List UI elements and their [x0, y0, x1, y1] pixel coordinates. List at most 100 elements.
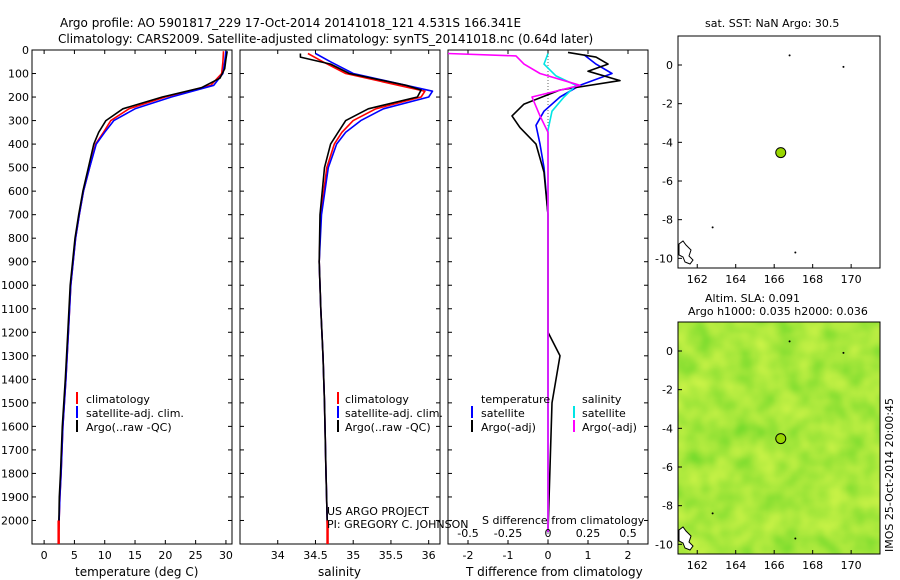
salinity-axes-frame: [239, 49, 441, 545]
series-climatology: [57, 51, 225, 533]
s-difference-tick-label: 0.25: [576, 527, 601, 540]
map-y-tick-label: -10: [655, 252, 673, 265]
map-y-tick-label: -6: [662, 461, 673, 474]
x-tick-label: 1: [585, 549, 592, 562]
map-dot: [794, 537, 797, 540]
sst-map-axes: 162 164 166 168 170 0 -2 -4 -6 -8 -10: [655, 59, 862, 286]
sla-map-title-line2: Argo h1000: 0.035 h2000: 0.036: [688, 305, 868, 318]
sst-map-panel: sat. SST: NaN Argo: 30.5 162 164 166 168 170…: [655, 17, 881, 286]
s-difference-tick-label: 0.5: [619, 527, 637, 540]
series-argo-raw-qc-: [57, 51, 228, 533]
map-y-tick-label: -4: [662, 422, 673, 435]
map-dot: [788, 340, 791, 343]
x-tick-label: 0: [545, 549, 552, 562]
salinity-xlabel: salinity: [318, 565, 361, 579]
map-dot: [842, 65, 845, 68]
temperature-axes-frame: [31, 49, 233, 545]
project-label: US ARGO PROJECT: [327, 505, 429, 518]
depth-tick-label: 0: [22, 44, 29, 57]
temperature-xlabel: temperature (deg C): [75, 565, 198, 579]
coastline-icon: [678, 526, 694, 551]
depth-tick-label: 1300: [1, 350, 29, 363]
header-line2: Climatology: CARS2009. Satellite-adjuste…: [58, 32, 593, 46]
sla-map-frame: [677, 321, 881, 555]
map-x-tick-label: 164: [725, 559, 746, 572]
map-y-tick-label: 0: [666, 345, 673, 358]
legend-s-argo: Argo(-adj): [582, 421, 637, 434]
depth-tick-label: 1800: [1, 467, 29, 480]
x-tick-label: -2: [463, 549, 474, 562]
map-x-tick-label: 164: [725, 273, 746, 286]
x-tick-label: 20: [158, 549, 172, 562]
difference-series: [447, 51, 621, 533]
map-x-tick-label: 166: [764, 559, 785, 572]
map-y-tick-label: 0: [666, 59, 673, 72]
temperature-series: [57, 51, 228, 544]
salinity-legend: climatology satellite-adj. clim. Argo(..…: [337, 392, 443, 434]
depth-axis: 0 100 200 300 400 500 600 700 800 900 1000 1100 1200…: [1, 44, 648, 527]
sla-map-axes: 162 164 166 168 170 0 -2 -4 -6 -8 -10: [655, 345, 862, 572]
map-x-tick-label: 162: [687, 559, 708, 572]
salinity-panel: 34 34.5 35 35.5 36 salinity climatology sate…: [239, 49, 468, 579]
depth-tick-label: 100: [8, 68, 29, 81]
salinity-series: [299, 52, 434, 544]
sst-map-title: sat. SST: NaN Argo: 30.5: [705, 17, 839, 30]
map-y-tick-label: -6: [662, 175, 673, 188]
s-difference-tick-label: -0.5: [457, 527, 478, 540]
x-tick-label: 35.5: [379, 549, 404, 562]
legend-temperature-title: temperature: [481, 393, 550, 406]
temperature-panel: 0100200300400500600700800900100011001200…: [1, 44, 648, 579]
map-y-tick-label: -8: [662, 214, 673, 227]
map-dot: [842, 351, 845, 354]
depth-tick-label: 900: [8, 256, 29, 269]
sla-map-panel: Altim. SLA: 0.091 Argo h1000: 0.035 h200…: [655, 292, 881, 572]
map-dot: [711, 226, 714, 229]
map-dot: [788, 54, 791, 57]
depth-tick-label: 1400: [1, 373, 29, 386]
map-x-tick-label: 166: [764, 273, 785, 286]
temperature-x-axis: 0 5 10 15 20 25 30: [41, 50, 233, 562]
header-line1: Argo profile: AO 5901817_229 17-Oct-2014…: [60, 16, 521, 30]
pi-label: PI: GREGORY C. JOHNSON: [327, 518, 468, 531]
map-x-tick-label: 170: [841, 559, 862, 572]
depth-tick-label: 2000: [1, 514, 29, 527]
legend-climatology: climatology: [345, 393, 409, 406]
legend-argo: Argo(..raw -QC): [345, 421, 431, 434]
depth-tick-label: 1100: [1, 303, 29, 316]
legend-satellite: satellite-adj. clim.: [86, 407, 184, 420]
series-satellite-adj-clim-: [57, 51, 227, 533]
sla-map-title-line1: Altim. SLA: 0.091: [705, 292, 800, 305]
legend-climatology: climatology: [86, 393, 150, 406]
profile-location-marker: [775, 147, 787, 159]
map-dot: [711, 512, 714, 515]
sst-coastline: [678, 240, 694, 265]
difference-panel: -2 -1 0 1 2 S difference from climatology -0…: [447, 49, 649, 579]
depth-tick-label: 200: [8, 91, 29, 104]
depth-tick-label: 800: [8, 232, 29, 245]
s-difference-tick-label: -0.25: [494, 527, 522, 540]
x-tick-label: 25: [189, 549, 203, 562]
x-tick-label: 36: [422, 549, 436, 562]
legend-t-satellite: satellite: [481, 407, 525, 420]
map-x-tick-label: 168: [802, 273, 823, 286]
depth-tick-label: 500: [8, 162, 29, 175]
legend-satellite: satellite-adj. clim.: [345, 407, 443, 420]
sst-map-dots: [711, 54, 845, 254]
x-tick-label: 35: [346, 549, 360, 562]
salinity-x-axis: 34 34.5 35 35.5 36: [271, 50, 436, 562]
x-tick-label: 10: [98, 549, 112, 562]
s-difference-label: S difference from climatology: [482, 514, 645, 527]
legend-argo: Argo(..raw -QC): [86, 421, 172, 434]
depth-tick-label: 1200: [1, 326, 29, 339]
map-y-tick-label: -2: [662, 384, 673, 397]
series-salinity-argo-adj-: [447, 52, 581, 533]
s-difference-ticks: -0.5 -0.25 0 0.25 0.5: [457, 527, 636, 540]
legend-salinity-title: salinity: [582, 393, 622, 406]
temperature-legend: climatology satellite-adj. clim. Argo(..…: [76, 392, 184, 434]
legend-t-argo: Argo(-adj): [481, 421, 536, 434]
map-y-tick-label: -2: [662, 98, 673, 111]
series-temperature-argo-adj-: [511, 51, 621, 533]
x-tick-label: 34.5: [303, 549, 328, 562]
map-y-tick-label: -4: [662, 136, 673, 149]
depth-tick-label: 1500: [1, 397, 29, 410]
